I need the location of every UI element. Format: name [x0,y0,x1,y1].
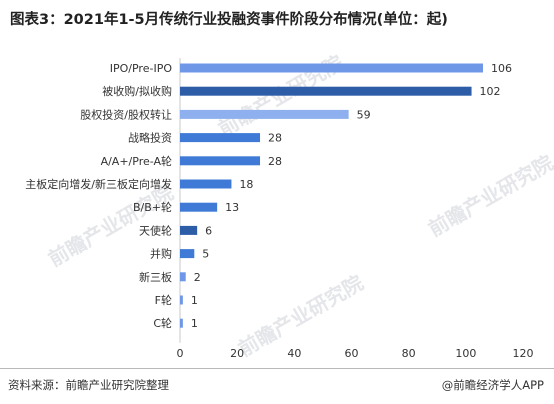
category-label: 天使轮 [139,223,172,237]
x-tick-label: 0 [177,347,184,360]
bar [180,225,198,235]
data-label: 6 [205,224,212,237]
x-tick-label: 120 [513,347,534,360]
bar [180,179,232,189]
category-label: F轮 [155,293,172,307]
bar [180,318,183,328]
category-label: 新三板 [139,270,172,284]
credit-note: @前瞻经济学人APP [441,378,544,392]
bar [180,63,483,73]
source-note: 资料来源：前瞻产业研究院整理 [8,378,169,392]
data-label: 28 [268,155,282,168]
x-tick-label: 80 [402,347,416,360]
category-label: B/B+轮 [133,200,172,214]
data-label: 1 [191,294,198,307]
data-label: 28 [268,132,282,145]
x-tick-label: 100 [455,347,476,360]
category-label: 被收购/拟收购 [102,84,172,98]
bar [180,86,472,96]
bar [180,133,261,143]
category-label: 主板定向增发/新三板定向增发 [25,177,172,191]
bar-chart: IPO/Pre-IPO 106 被收购/拟收购 102 股权投资/股权转让 59 战略投资 2… [0,40,554,366]
data-label: 5 [202,248,209,261]
bar [180,109,349,119]
data-label: 1 [191,317,198,330]
category-label: A/A+/Pre-A轮 [101,154,172,168]
category-label: 股权投资/股权转让 [80,107,172,121]
bar [180,272,186,282]
data-label: 102 [480,85,501,98]
data-label: 18 [239,178,253,191]
data-label: 106 [491,62,512,75]
category-label: 并购 [150,247,172,261]
data-label: 2 [194,271,201,284]
category-label: IPO/Pre-IPO [110,62,173,75]
category-label: C轮 [153,316,172,330]
data-label: 59 [357,108,371,121]
x-tick-label: 60 [345,347,359,360]
x-tick-label: 20 [230,347,244,360]
bar [180,295,183,305]
bar [180,202,218,212]
footer-divider [0,368,554,369]
bar [180,156,261,166]
category-label: 战略投资 [128,131,172,145]
bar [180,249,195,259]
data-label: 13 [225,201,239,214]
x-tick-label: 40 [287,347,301,360]
chart-title: 图表3：2021年1-5月传统行业投融资事件阶段分布情况(单位：起) [10,12,448,28]
